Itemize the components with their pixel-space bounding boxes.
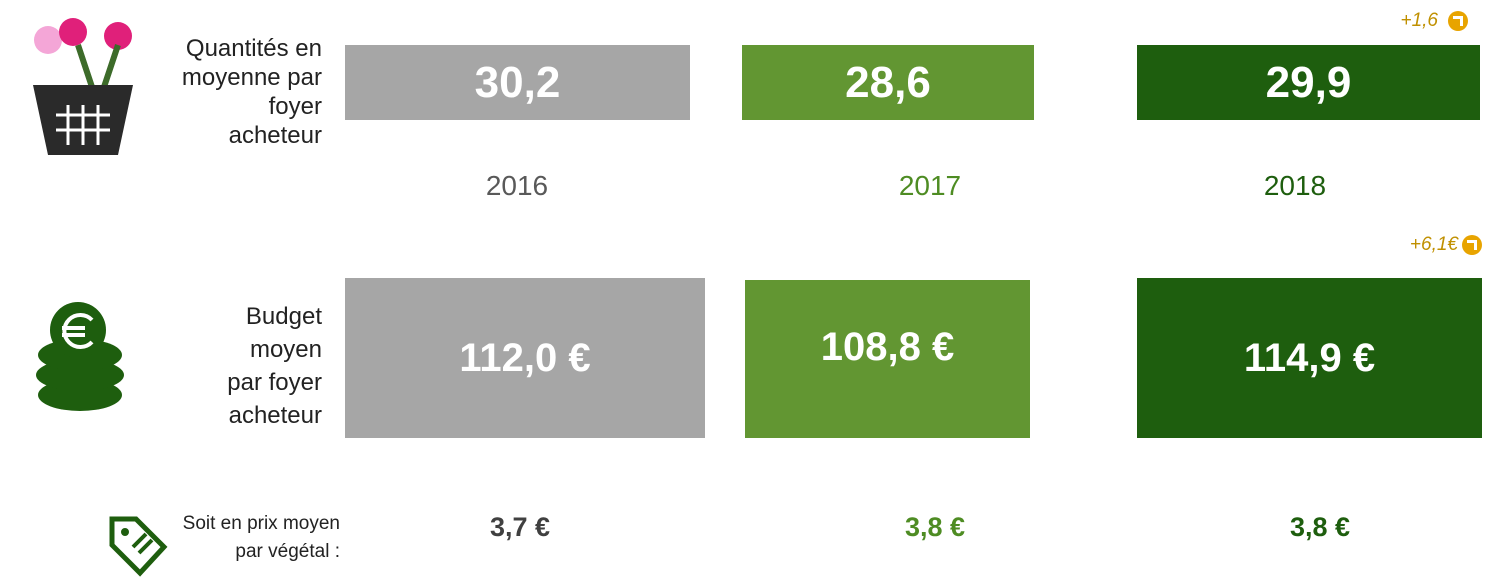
basket-icon: [33, 18, 133, 155]
coins-icon: [36, 302, 124, 411]
label-line: moyenne par: [181, 64, 322, 91]
year: 2018: [1263, 170, 1327, 201]
up-icon: [1448, 11, 1468, 31]
label-line: acheteur: [228, 402, 322, 429]
value-box: 30,2: [345, 45, 690, 120]
value-box: 29,9: [1137, 45, 1480, 120]
label-line: moyen: [249, 336, 322, 363]
label-line: foyer: [268, 93, 322, 120]
label-line: Quantités en: [185, 35, 322, 62]
change-text: +6,1€: [1409, 234, 1458, 255]
year: 2016: [485, 170, 549, 201]
price-label: Soit en prix moyen par végétal :: [183, 510, 340, 566]
up-icon: [1462, 235, 1482, 255]
price-value: 3,8 €: [1289, 512, 1351, 542]
label-line: acheteur: [228, 122, 322, 149]
tag-icon: [109, 516, 168, 577]
label-line: par foyer: [227, 369, 322, 396]
price-value: 3,8 €: [904, 512, 966, 542]
value-box: 28,6: [742, 45, 1034, 120]
price-value: 3,7 €: [489, 512, 551, 542]
label-line: par végétal :: [235, 541, 340, 562]
change: +1,6: [1400, 10, 1468, 32]
quantity-label: Quantités en moyenne par foyer acheteur: [182, 34, 322, 150]
budget-label: Budget moyen par foyer acheteur: [227, 300, 322, 432]
label-line: Soit en prix moyen: [182, 513, 340, 534]
year: 2017: [898, 170, 962, 201]
change-text: +1,6: [1400, 10, 1438, 31]
label-line: Budget: [245, 303, 322, 330]
value-box: 112,0 €: [345, 278, 705, 438]
value-box: 108,8 €: [745, 280, 1030, 438]
change: +6,1€: [1410, 234, 1482, 256]
value-box: 114,9 €: [1137, 278, 1482, 438]
